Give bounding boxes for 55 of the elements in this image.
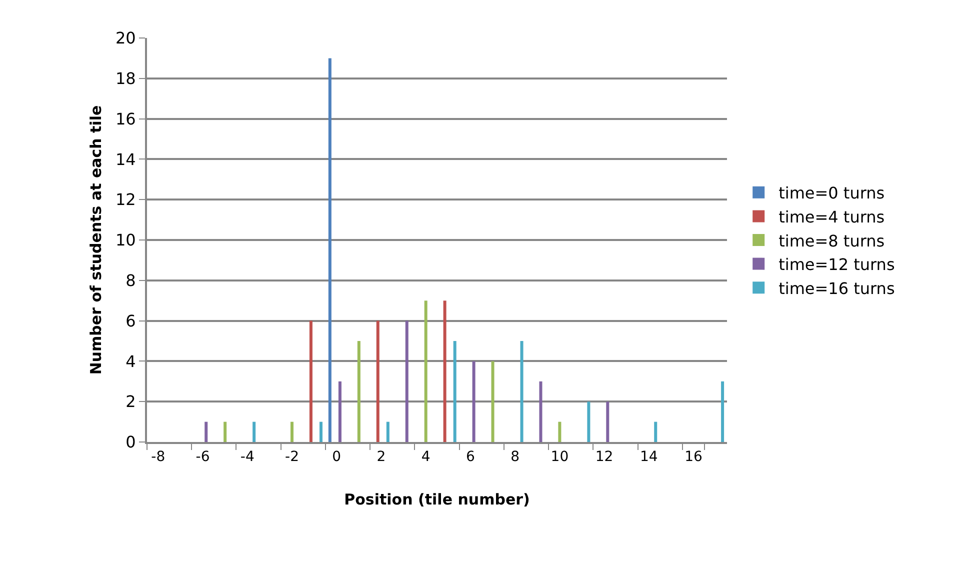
legend-label: time=8 turns — [778, 231, 885, 250]
y-tick-label: 0 — [126, 432, 136, 452]
legend-label: time=4 turns — [778, 207, 885, 226]
bar — [328, 58, 332, 442]
bar — [357, 341, 360, 442]
bar — [319, 422, 323, 442]
x-tick-label: 10 — [550, 448, 569, 465]
y-tick-label: 4 — [126, 352, 136, 371]
y-tick-label: 12 — [115, 190, 136, 210]
x-tick-label: 0 — [332, 448, 342, 465]
legend-label: time=0 turns — [778, 184, 885, 203]
bar — [386, 422, 390, 442]
bar — [338, 381, 342, 442]
legend-label: time=16 turns — [778, 278, 895, 298]
bar — [453, 341, 456, 442]
x-axis-title: Position (tile number) — [344, 490, 530, 508]
y-tick-label: 18 — [115, 69, 136, 88]
bar — [204, 422, 208, 442]
bar — [520, 341, 524, 442]
bar — [539, 381, 542, 442]
x-tick-label: 4 — [421, 448, 430, 465]
x-tick-label: 2 — [376, 448, 386, 465]
x-tick-label: 14 — [640, 448, 658, 465]
bar — [491, 361, 494, 442]
bar — [309, 320, 312, 442]
y-tick-label: 2 — [126, 392, 136, 412]
x-tick-label: 16 — [684, 448, 703, 465]
x-tick-label: 8 — [510, 448, 520, 465]
bar — [654, 422, 658, 442]
x-tick-label: -6 — [196, 448, 210, 465]
legend-label: time=12 turns — [778, 255, 895, 274]
bar — [721, 381, 724, 442]
bar — [376, 320, 380, 442]
x-tick-label: -8 — [151, 448, 166, 465]
bar — [224, 422, 227, 442]
x-tick-label: 6 — [466, 448, 475, 465]
bar — [252, 422, 256, 442]
bar — [606, 402, 610, 442]
bar — [424, 300, 428, 442]
x-tick-label: 12 — [595, 448, 614, 465]
x-tick-label: -2 — [285, 448, 299, 465]
bar — [290, 422, 294, 442]
bar — [472, 361, 476, 442]
y-tick-label: 10 — [115, 230, 136, 250]
y-tick-label: 16 — [115, 109, 136, 128]
y-axis-title: Number of students at each tile — [87, 105, 106, 375]
x-tick-label: -4 — [240, 448, 254, 465]
y-tick-label: 20 — [115, 28, 136, 48]
bar — [405, 320, 408, 442]
y-tick-label: 8 — [126, 271, 136, 290]
bar — [587, 402, 590, 442]
bar — [558, 422, 562, 442]
y-tick-label: 6 — [126, 311, 136, 330]
bar — [443, 300, 446, 442]
y-tick-label: 14 — [115, 150, 136, 169]
